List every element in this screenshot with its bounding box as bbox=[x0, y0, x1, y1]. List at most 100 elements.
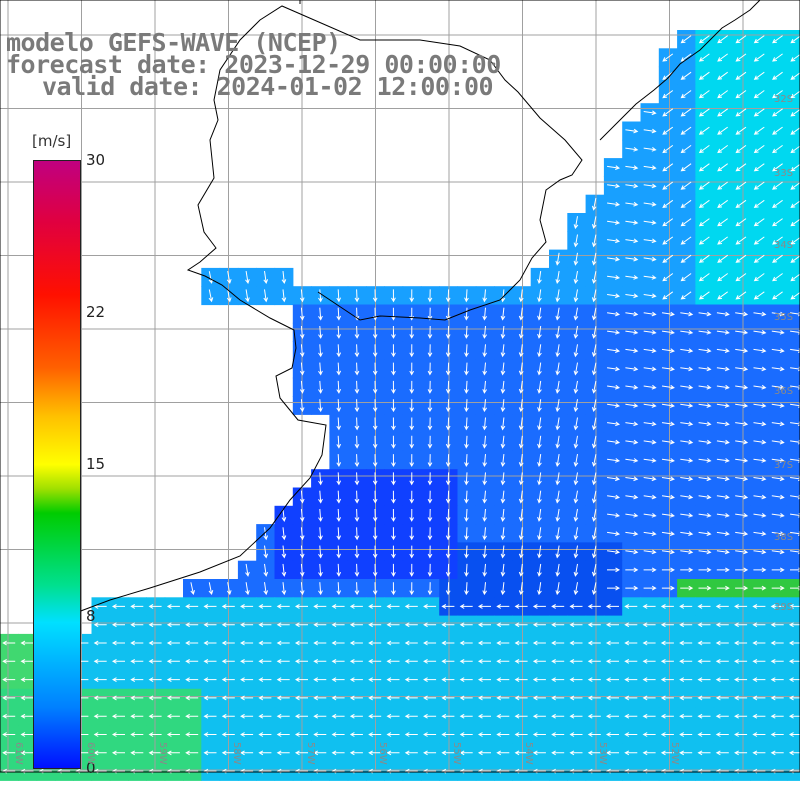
wind-arrow bbox=[555, 380, 561, 394]
wind-arrow bbox=[111, 750, 125, 756]
wind-arrow bbox=[263, 289, 269, 303]
wind-arrow bbox=[662, 273, 674, 282]
wind-arrow bbox=[464, 472, 469, 486]
wind-arrow bbox=[20, 695, 34, 701]
wind-arrow bbox=[445, 344, 451, 358]
wind-arrow bbox=[625, 238, 639, 244]
wind-arrow bbox=[445, 454, 451, 468]
wind-arrow bbox=[753, 311, 767, 317]
wind-arrow bbox=[715, 658, 729, 664]
wind-arrow bbox=[281, 508, 287, 522]
wind-arrow bbox=[643, 201, 657, 207]
wind-arrow bbox=[752, 640, 766, 646]
wind-arrow bbox=[555, 362, 561, 376]
wind-arrow bbox=[496, 604, 510, 609]
wind-arrow bbox=[770, 640, 784, 646]
wind-arrow bbox=[680, 35, 692, 44]
wind-arrow bbox=[518, 527, 524, 541]
wind-arrow bbox=[643, 384, 657, 390]
wind-arrow bbox=[514, 640, 528, 646]
wind-arrow bbox=[240, 622, 254, 628]
wind-arrow bbox=[482, 325, 488, 339]
wind-arrow bbox=[661, 531, 675, 536]
wind-arrow bbox=[221, 677, 235, 683]
wind-arrow bbox=[735, 53, 747, 62]
wind-arrow bbox=[354, 380, 360, 394]
wind-arrow bbox=[716, 458, 730, 463]
wind-arrow bbox=[662, 108, 674, 117]
wind-cell bbox=[786, 322, 800, 342]
wind-arrow bbox=[518, 508, 524, 522]
wind-arrow bbox=[372, 399, 378, 413]
wind-arrow bbox=[349, 622, 363, 628]
wind-arrow bbox=[770, 732, 784, 737]
lon-label: 60W bbox=[85, 742, 96, 765]
wind-arrow bbox=[643, 275, 657, 280]
wind-arrow bbox=[318, 472, 323, 486]
wind-arrow bbox=[752, 622, 766, 628]
wind-arrow bbox=[573, 417, 579, 431]
wind-arrow bbox=[464, 307, 469, 321]
wind-arrow bbox=[459, 732, 473, 737]
wind-arrow bbox=[735, 330, 749, 335]
wind-arrow bbox=[735, 567, 749, 573]
wind-arrow bbox=[318, 490, 323, 504]
wind-arrow bbox=[788, 604, 800, 609]
wind-arrow bbox=[423, 713, 437, 719]
wind-arrow bbox=[555, 454, 561, 468]
wind-arrow bbox=[514, 695, 528, 701]
wind-arrow bbox=[660, 622, 674, 628]
wind-arrow bbox=[555, 527, 561, 541]
wind-arrow bbox=[555, 289, 561, 303]
wind-arrow bbox=[624, 677, 638, 683]
wind-arrow bbox=[735, 458, 749, 463]
wind-arrow bbox=[482, 472, 488, 486]
wind-arrow bbox=[409, 545, 415, 559]
wind-arrow bbox=[717, 291, 728, 300]
wind-arrow bbox=[662, 236, 674, 245]
wind-arrow bbox=[331, 750, 345, 756]
wind-arrow bbox=[130, 604, 144, 609]
wind-arrow bbox=[349, 658, 363, 664]
wind-arrow bbox=[735, 273, 747, 282]
wind-arrow bbox=[2, 695, 16, 701]
wind-arrow bbox=[625, 439, 639, 445]
lon-label: 59W bbox=[157, 742, 168, 765]
wind-arrow bbox=[607, 238, 621, 244]
wind-arrow bbox=[662, 53, 674, 62]
wind-arrow bbox=[569, 750, 583, 756]
wind-arrow bbox=[221, 695, 235, 701]
wind-arrow bbox=[111, 677, 125, 683]
wind-arrow bbox=[354, 417, 360, 431]
wind-arrow bbox=[734, 732, 748, 737]
wind-arrow bbox=[294, 622, 308, 628]
wind-arrow bbox=[734, 677, 748, 683]
wind-arrow bbox=[409, 362, 415, 376]
wind-arrow bbox=[551, 604, 565, 609]
wind-arrow bbox=[331, 713, 345, 719]
wind-arrow bbox=[698, 311, 712, 317]
wind-arrow bbox=[607, 513, 621, 518]
wind-arrow bbox=[166, 658, 180, 664]
wind-arrow bbox=[753, 567, 767, 573]
wind-cell bbox=[786, 121, 800, 141]
wind-arrow bbox=[555, 325, 561, 339]
wind-arrow bbox=[661, 421, 675, 427]
wind-arrow bbox=[569, 622, 583, 628]
wind-arrow bbox=[735, 163, 747, 172]
wind-arrow bbox=[735, 403, 749, 408]
wind-arrow bbox=[336, 417, 342, 431]
wind-arrow bbox=[790, 90, 800, 99]
wind-arrow bbox=[331, 695, 345, 701]
wind-arrow bbox=[190, 582, 195, 596]
wind-arrow bbox=[680, 144, 692, 154]
wind-arrow bbox=[318, 582, 323, 596]
wind-cell bbox=[786, 414, 800, 434]
wind-arrow bbox=[716, 311, 730, 317]
wind-arrow bbox=[698, 348, 712, 353]
wind-arrow bbox=[318, 399, 323, 413]
wind-arrow bbox=[753, 384, 767, 390]
wind-arrow bbox=[537, 325, 542, 339]
wind-arrow bbox=[349, 713, 363, 719]
wind-arrow bbox=[185, 750, 199, 756]
